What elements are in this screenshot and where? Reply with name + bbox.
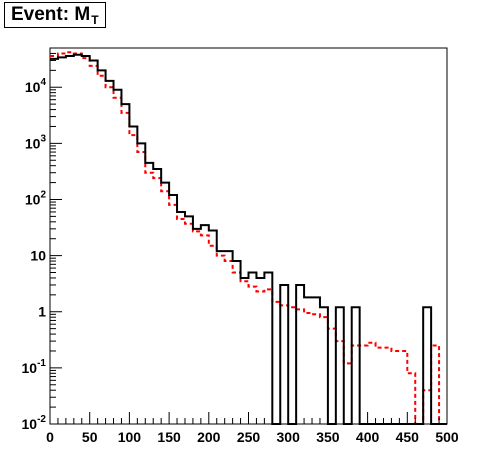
y-tick-label: 10-2 [22, 414, 47, 432]
x-tick-label: 450 [396, 429, 420, 445]
y-tick-label: 1 [38, 304, 46, 320]
y-tick-label: 102 [25, 189, 47, 207]
series-line-0 [50, 53, 447, 425]
chart-title-subscript: T [91, 13, 99, 27]
x-tick-label: 350 [316, 429, 340, 445]
x-tick-label: 150 [157, 429, 181, 445]
x-tick-label: 250 [237, 429, 261, 445]
plot-frame [49, 47, 448, 425]
x-tick-label: 400 [356, 429, 380, 445]
chart-title: Event: MT [4, 2, 106, 28]
x-tick-label: 100 [118, 429, 142, 445]
x-tick-label: 200 [197, 429, 221, 445]
histogram-layer [50, 51, 447, 425]
y-tick-label: 10-1 [22, 358, 47, 376]
chart-title-text: Event: M [11, 4, 91, 25]
x-tick-label: 50 [82, 429, 98, 445]
y-tick-label: 103 [25, 133, 47, 151]
y-tick-label: 10 [30, 248, 46, 264]
x-tick-label: 500 [435, 429, 459, 445]
axis-layer: 0 50 100 150 200 250 300 350 400 450 500 10-2 10-1 1 1… [22, 47, 459, 445]
x-tick-label: 300 [277, 429, 301, 445]
y-tick-label: 104 [25, 77, 47, 95]
series-line-1 [50, 51, 447, 425]
x-tick-label: 0 [46, 429, 54, 445]
